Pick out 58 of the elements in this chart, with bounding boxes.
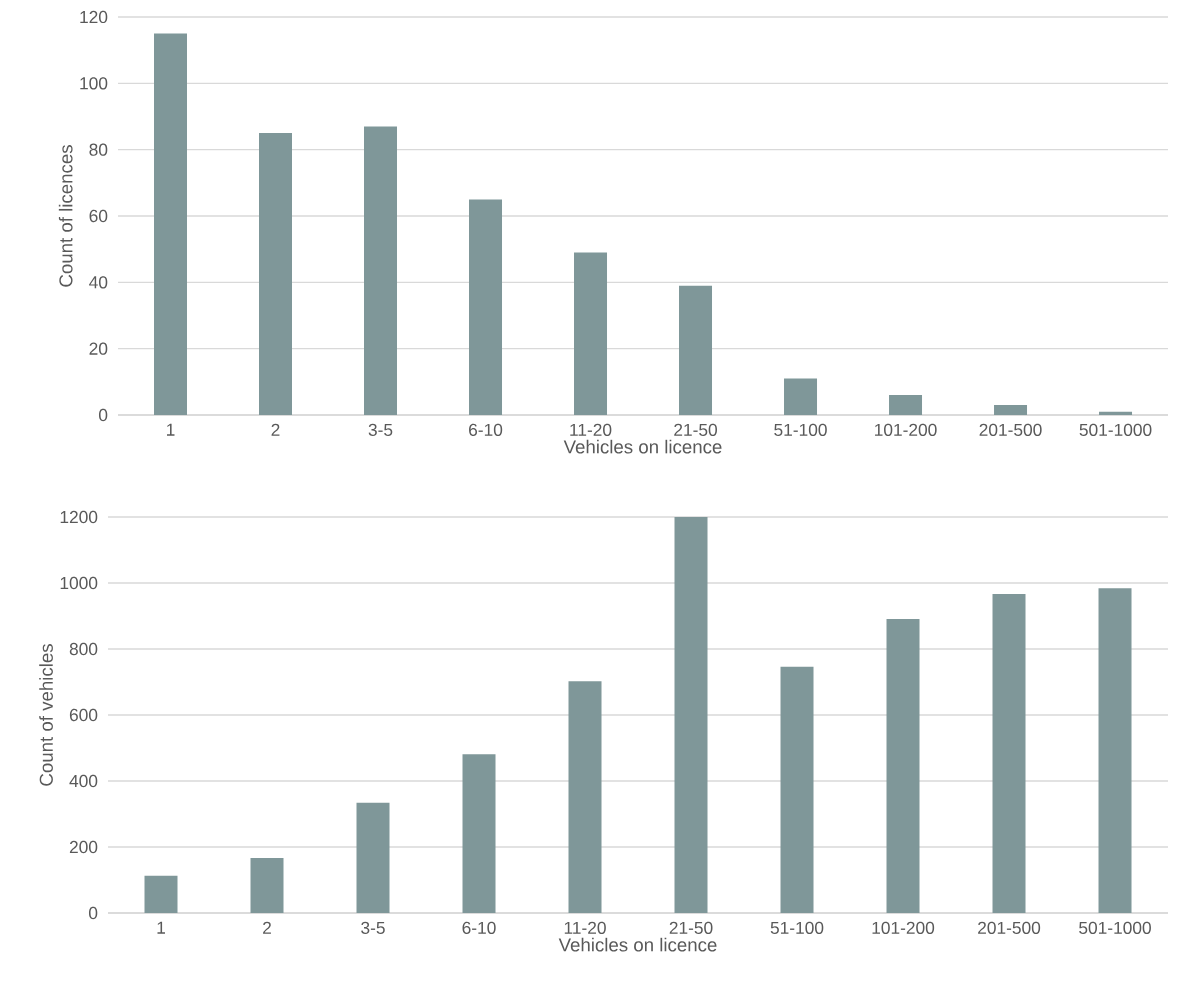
bar	[1099, 411, 1133, 415]
x-tick-label: 11-20	[564, 921, 606, 934]
bar	[250, 857, 284, 913]
bar	[154, 33, 187, 415]
x-tick-label: 101-200	[875, 423, 937, 436]
x-tick-label: 101-200	[872, 921, 935, 934]
x-tick-label: 11-20	[570, 423, 612, 436]
y-tick-label: 100	[80, 77, 108, 90]
x-tick-label: 51-100	[774, 423, 827, 436]
x-tick-label: 1	[157, 921, 165, 934]
y-tick-label: 1000	[60, 576, 98, 590]
x-tick-label: 21-50	[669, 921, 713, 934]
bar	[994, 405, 1028, 415]
bar	[674, 517, 708, 913]
bar	[364, 126, 397, 415]
y-tick-label: 40	[89, 276, 108, 289]
bar	[780, 666, 814, 913]
x-tick-label: 3-5	[361, 921, 385, 934]
x-tick-label: 501-1000	[1079, 921, 1151, 934]
x-tick-label: 2	[263, 921, 271, 934]
x-tick-label: 51-100	[770, 921, 824, 934]
bar	[889, 395, 923, 415]
x-tick-label: 6-10	[469, 423, 503, 436]
bar	[568, 681, 602, 913]
x-tick-label: 3-5	[368, 423, 393, 436]
y-tick-label: 120	[80, 10, 108, 24]
bar	[259, 133, 292, 415]
y-tick-label: 80	[89, 143, 108, 156]
y-tick-label: 200	[69, 840, 98, 854]
bar	[784, 378, 818, 415]
bar	[574, 252, 608, 415]
bar	[469, 199, 503, 415]
x-tick-label: 21-50	[674, 423, 717, 436]
y-tick-label: 0	[98, 408, 108, 422]
y-tick-label: 0	[88, 906, 98, 920]
x-axis-title: Vehicles on licence	[558, 937, 717, 952]
y-tick-label: 800	[69, 642, 98, 656]
x-axis-title: Vehicles on licence	[563, 439, 722, 454]
y-tick-label: 60	[89, 209, 108, 223]
bar	[462, 754, 496, 913]
y-axis-title: Count of licences	[58, 145, 73, 287]
bar	[144, 875, 178, 913]
bar	[886, 618, 920, 913]
y-tick-label: 1200	[60, 510, 98, 524]
y-tick-label: 400	[69, 774, 98, 788]
y-axis-title: Count of vehicles	[39, 644, 53, 786]
x-tick-label: 201-500	[979, 423, 1042, 436]
y-tick-label: 20	[89, 342, 108, 355]
bar	[992, 593, 1026, 913]
bar	[679, 285, 713, 415]
y-tick-label: 600	[69, 708, 98, 722]
bar	[356, 802, 390, 913]
x-tick-label: 2	[271, 423, 280, 436]
x-tick-label: 6-10	[462, 921, 496, 934]
bar	[1098, 588, 1132, 913]
x-tick-label: 1	[167, 423, 175, 436]
x-tick-label: 201-500	[978, 921, 1041, 934]
x-tick-label: 501-1000	[1079, 423, 1152, 436]
